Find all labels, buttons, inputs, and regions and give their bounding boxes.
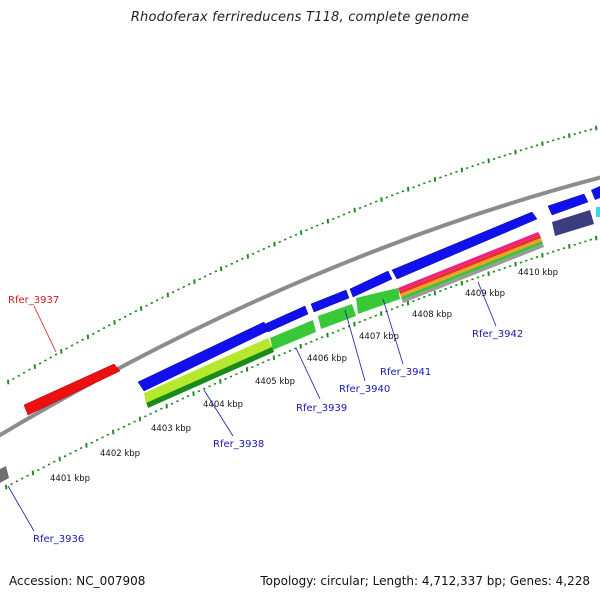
gene-blue-edge[interactable]: [547, 193, 589, 216]
gene-green-right[interactable]: [356, 288, 400, 314]
label-rfer-3937[interactable]: Rfer_3937: [8, 295, 59, 306]
gene-band-green[interactable]: [401, 241, 543, 300]
label-rfer-3939[interactable]: Rfer_3939: [296, 403, 347, 414]
gene-green-mid[interactable]: [318, 304, 356, 329]
scale-label-4404: 4404 kbp: [203, 400, 243, 410]
label-rfer-3941[interactable]: Rfer_3941: [380, 367, 431, 378]
leader-rfer-3938: [203, 389, 234, 437]
leader-rfer-3940: [344, 309, 366, 382]
label-rfer-3936[interactable]: Rfer_3936: [33, 534, 84, 545]
label-rfer-3938[interactable]: Rfer_3938: [213, 439, 264, 450]
gene-blue-mid[interactable]: [349, 270, 393, 298]
scale-label-4403: 4403 kbp: [151, 424, 191, 434]
gene-cyan-edge[interactable]: [596, 207, 600, 217]
scale-label-4407: 4407 kbp: [359, 332, 399, 342]
scale-label-4408: 4408 kbp: [412, 310, 452, 320]
gene-red[interactable]: [23, 363, 121, 416]
outer-tick-track: [7, 125, 598, 385]
scale-label-4405: 4405 kbp: [255, 377, 295, 387]
gene-band-red[interactable]: [399, 235, 541, 294]
gene-blue-long[interactable]: [391, 211, 538, 280]
gene-band-pink[interactable]: [398, 232, 540, 291]
gene-blue-short[interactable]: [310, 289, 350, 313]
gene-band-grey[interactable]: [402, 244, 544, 303]
gene-navy[interactable]: [552, 210, 594, 236]
label-rfer-3940[interactable]: Rfer_3940: [339, 384, 390, 395]
gene-yellowgreen[interactable]: [144, 338, 272, 403]
leader-rfer-3941: [382, 298, 404, 365]
gene-blue-edge-2[interactable]: [591, 186, 600, 200]
label-rfer-3942[interactable]: Rfer_3942: [472, 329, 523, 340]
leader-rfer-3936: [7, 485, 35, 532]
gene-band-orange[interactable]: [400, 238, 542, 297]
inner-tick-track: [5, 235, 598, 490]
leader-rfer-3942: [477, 281, 497, 327]
accession-text: Accession: NC_007908: [9, 574, 146, 588]
scale-label-4402: 4402 kbp: [100, 449, 140, 459]
map-title: Rhodoferax ferrireducens T118, complete …: [130, 10, 470, 25]
scale-label-4406: 4406 kbp: [307, 354, 347, 364]
leader-rfer-3939: [295, 347, 321, 400]
gene-green-light[interactable]: [270, 320, 316, 350]
scale-label-4410: 4410 kbp: [518, 268, 558, 278]
gene-grey[interactable]: [0, 466, 9, 484]
gene-blue-small[interactable]: [264, 305, 309, 333]
scale-label-4401: 4401 kbp: [50, 474, 90, 484]
gene-green-dark[interactable]: [146, 346, 274, 408]
scale-label-4409: 4409 kbp: [465, 289, 505, 299]
genome-summary-text: Topology: circular; Length: 4,712,337 bp…: [260, 574, 590, 588]
leader-rfer-3937: [33, 305, 57, 353]
